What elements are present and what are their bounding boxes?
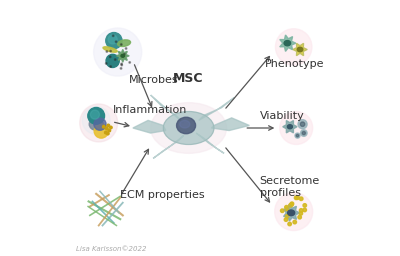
Circle shape <box>284 218 288 221</box>
Circle shape <box>106 63 107 64</box>
Circle shape <box>112 35 114 37</box>
Circle shape <box>102 125 105 128</box>
Polygon shape <box>293 43 307 56</box>
Text: MSC: MSC <box>173 72 204 85</box>
Polygon shape <box>153 136 184 158</box>
Circle shape <box>106 132 109 135</box>
Circle shape <box>110 56 111 58</box>
Circle shape <box>280 112 313 144</box>
Circle shape <box>288 222 292 226</box>
Circle shape <box>285 207 289 211</box>
Circle shape <box>302 131 306 135</box>
Circle shape <box>80 104 118 142</box>
Ellipse shape <box>288 210 295 216</box>
Polygon shape <box>133 120 166 133</box>
Polygon shape <box>284 205 300 221</box>
Circle shape <box>110 66 112 67</box>
Circle shape <box>290 202 294 206</box>
Ellipse shape <box>180 120 190 128</box>
Circle shape <box>299 209 303 212</box>
Circle shape <box>121 63 122 65</box>
Circle shape <box>108 129 111 132</box>
Circle shape <box>300 130 307 136</box>
Circle shape <box>94 118 106 130</box>
Circle shape <box>300 197 303 200</box>
Polygon shape <box>199 98 234 120</box>
Polygon shape <box>283 121 297 133</box>
Circle shape <box>120 68 122 69</box>
Circle shape <box>289 204 292 207</box>
Ellipse shape <box>163 112 214 144</box>
Polygon shape <box>280 35 296 51</box>
Circle shape <box>280 209 284 212</box>
Circle shape <box>298 215 302 219</box>
Circle shape <box>298 120 307 129</box>
Circle shape <box>108 35 117 44</box>
Ellipse shape <box>103 47 117 52</box>
Circle shape <box>294 196 298 200</box>
Circle shape <box>285 206 288 209</box>
Polygon shape <box>116 49 129 62</box>
Circle shape <box>129 62 130 63</box>
Circle shape <box>296 196 299 199</box>
Text: Microbes: Microbes <box>129 75 179 85</box>
Circle shape <box>285 215 289 218</box>
Circle shape <box>300 122 305 126</box>
Ellipse shape <box>176 117 196 134</box>
Ellipse shape <box>287 125 292 129</box>
Circle shape <box>82 106 110 134</box>
Circle shape <box>114 59 116 60</box>
Circle shape <box>88 108 104 124</box>
Text: Lisa Karlsson©2022: Lisa Karlsson©2022 <box>76 246 146 252</box>
Circle shape <box>125 48 127 49</box>
Circle shape <box>120 44 122 45</box>
Circle shape <box>110 126 112 129</box>
Circle shape <box>106 127 108 130</box>
Circle shape <box>124 54 125 55</box>
Text: Phenotype: Phenotype <box>264 59 324 69</box>
Ellipse shape <box>121 55 124 57</box>
Circle shape <box>106 33 122 49</box>
Ellipse shape <box>151 103 226 153</box>
Circle shape <box>295 133 300 138</box>
Circle shape <box>299 212 303 215</box>
Ellipse shape <box>297 47 303 52</box>
Circle shape <box>115 41 117 42</box>
Circle shape <box>275 193 313 231</box>
Ellipse shape <box>284 40 291 46</box>
Polygon shape <box>211 118 249 131</box>
Circle shape <box>293 220 296 224</box>
Circle shape <box>110 50 111 52</box>
Circle shape <box>303 204 306 207</box>
Circle shape <box>106 54 119 68</box>
Circle shape <box>107 124 110 127</box>
Circle shape <box>90 110 100 119</box>
Circle shape <box>290 203 293 206</box>
Ellipse shape <box>118 40 130 47</box>
Text: ECM properties: ECM properties <box>120 190 205 200</box>
Circle shape <box>94 28 142 76</box>
Ellipse shape <box>89 118 103 130</box>
Text: Inflammation: Inflammation <box>113 105 187 115</box>
Circle shape <box>104 131 107 134</box>
Circle shape <box>303 208 306 212</box>
Text: Viability: Viability <box>260 111 304 121</box>
Circle shape <box>106 51 108 52</box>
Polygon shape <box>196 133 224 153</box>
Text: Secretome
profiles: Secretome profiles <box>260 176 320 198</box>
Circle shape <box>276 29 312 65</box>
Circle shape <box>121 64 122 66</box>
Polygon shape <box>151 95 184 123</box>
Circle shape <box>94 124 108 138</box>
Circle shape <box>296 134 299 137</box>
